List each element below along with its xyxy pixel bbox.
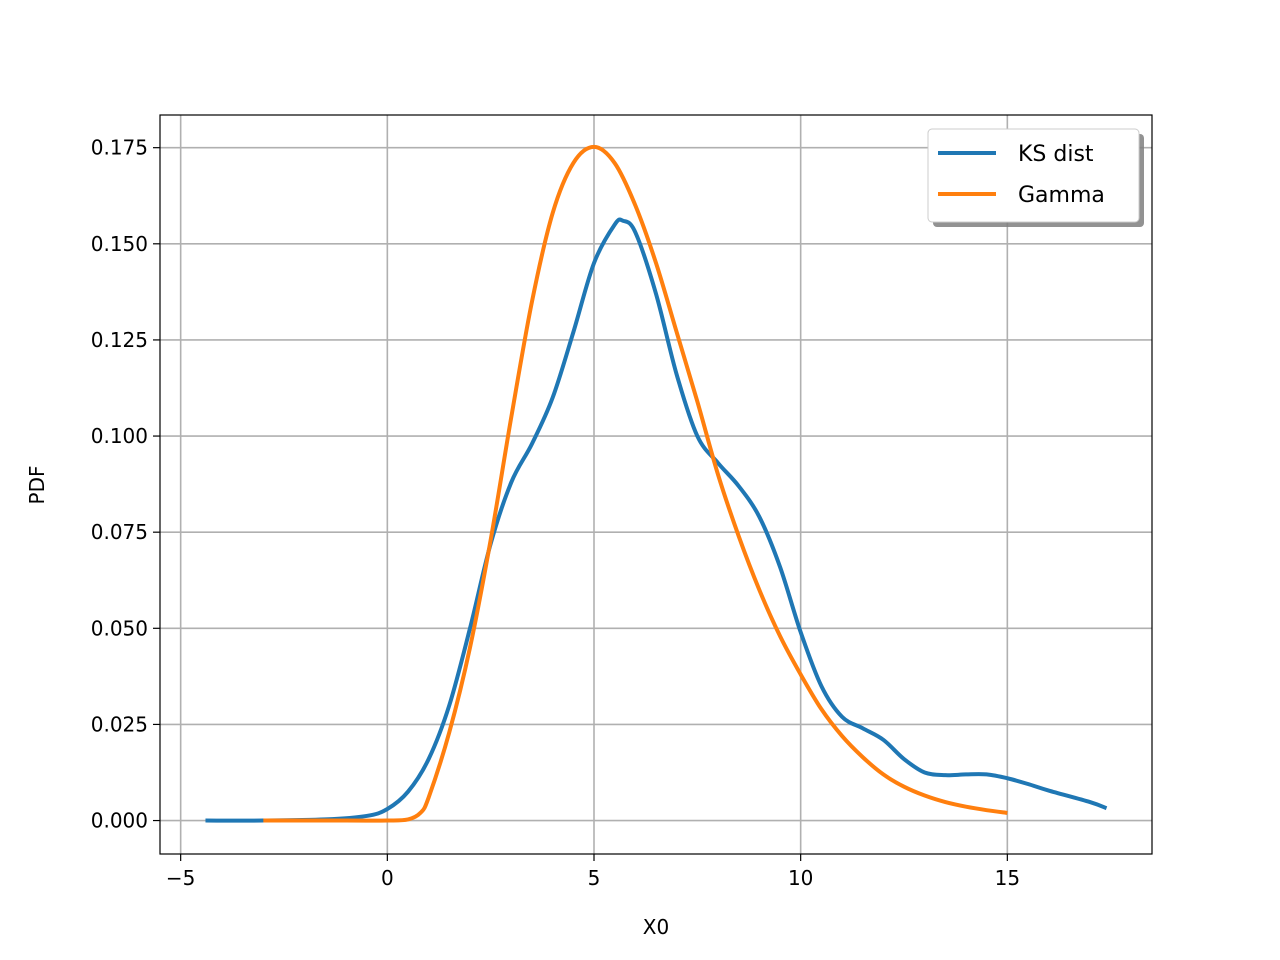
x-tick-label: 0 (381, 866, 394, 890)
x-axis-ticks: −5 0 5 10 15 (166, 854, 1020, 890)
plot-frame (159, 114, 1153, 855)
y-tick-label: 0.025 (91, 712, 148, 736)
legend-entries: KS dist Gamma (938, 142, 1105, 208)
x-tick-label: 5 (588, 866, 601, 890)
series-line-gamma (263, 144, 1008, 823)
series-line-ks-dist (205, 217, 1108, 823)
x-tick-label: 10 (788, 866, 813, 890)
y-tick-label: 0.050 (91, 616, 148, 640)
y-tick-label: 0.000 (91, 809, 148, 833)
legend-label: KS dist (1018, 142, 1094, 167)
x-tick-label: −5 (166, 866, 195, 890)
x-axis-label: X0 (643, 915, 669, 939)
series-lines (205, 144, 1108, 823)
y-tick-label: 0.175 (91, 136, 148, 160)
legend: KS dist Gamma (927, 128, 1144, 227)
y-tick-label: 0.100 (91, 424, 148, 448)
y-axis-label: PDF (25, 466, 49, 505)
x-tick-label: 15 (995, 866, 1020, 890)
y-axis-ticks: 0.000 0.025 0.050 0.075 0.100 0.125 0.150 0.175 (91, 136, 160, 833)
y-tick-label: 0.075 (91, 520, 148, 544)
legend-label: Gamma (1018, 183, 1105, 208)
y-tick-label: 0.125 (91, 328, 148, 352)
y-tick-label: 0.150 (91, 232, 148, 256)
plot-area (160, 115, 1152, 854)
